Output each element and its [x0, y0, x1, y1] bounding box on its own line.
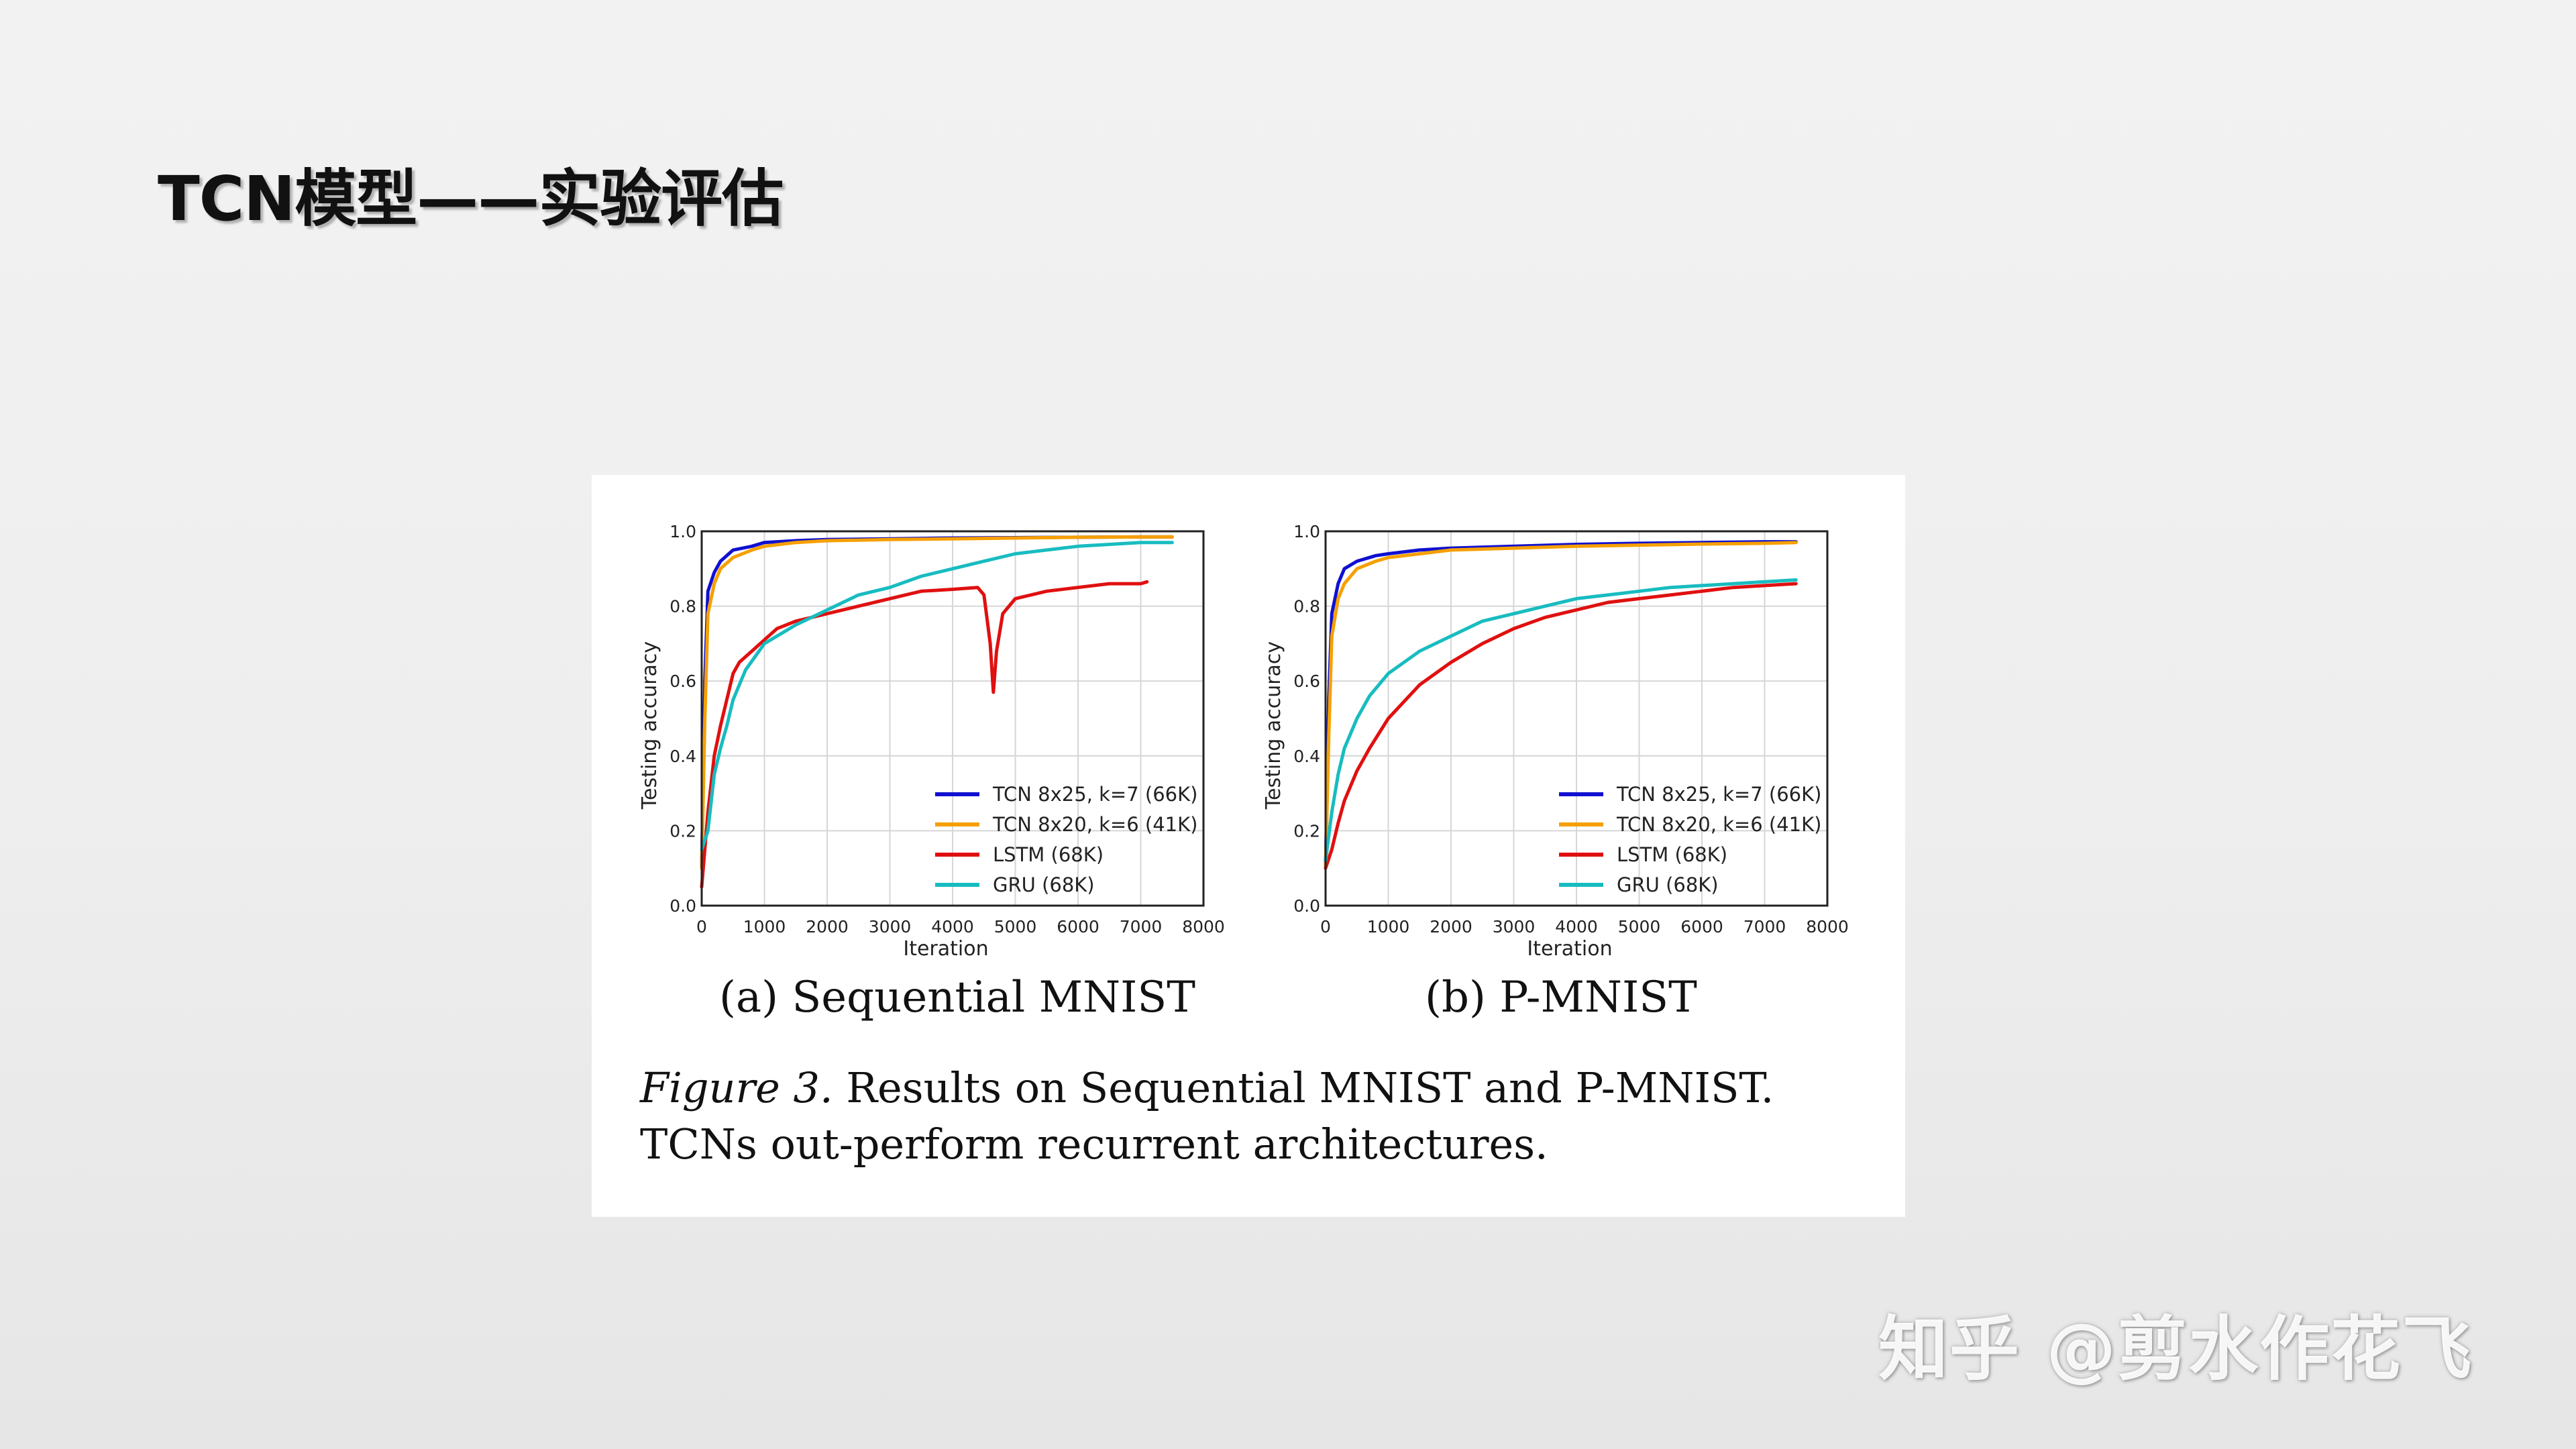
x-tick-label: 0 — [1320, 917, 1331, 936]
legend-label: TCN 8x25, k=7 (66K) — [1616, 783, 1821, 806]
figure-caption: Figure 3. Results on Sequential MNIST an… — [640, 1060, 1874, 1173]
legend-label: LSTM (68K) — [1617, 843, 1727, 866]
series-line — [700, 580, 1149, 889]
x-tick-label: 3000 — [1493, 917, 1536, 936]
y-tick-label: 0.6 — [669, 672, 696, 691]
chart-b-subtitle: (b) P-MNIST — [1425, 973, 1697, 1022]
plot-frame — [1324, 530, 1829, 907]
y-tick-label: 1.0 — [669, 522, 696, 541]
legend-label: TCN 8x20, k=6 (41K) — [992, 813, 1197, 836]
x-tick-label: 5000 — [1618, 917, 1661, 936]
x-tick-label: 2000 — [1430, 917, 1472, 936]
y-tick-label: 0.4 — [1293, 747, 1320, 766]
y-tick-label: 1.0 — [1293, 522, 1320, 541]
x-tick-label: 4000 — [931, 917, 974, 936]
y-tick-label: 0.0 — [1293, 896, 1320, 916]
y-tick-label: 0.2 — [669, 821, 696, 841]
x-tick-label: 7000 — [1120, 917, 1163, 936]
plot-frame — [700, 530, 1205, 907]
series-line — [1324, 578, 1798, 863]
series-line — [1324, 541, 1798, 870]
legend-label: GRU (68K) — [993, 873, 1095, 896]
y-tick-label: 0.6 — [1293, 672, 1320, 691]
slide-title: TCN模型——实验评估 — [158, 163, 784, 235]
y-tick-label: 0.4 — [669, 747, 696, 766]
figure-card — [592, 475, 1905, 1217]
series-line — [1324, 582, 1798, 870]
chart-b: 0 1000 2000 3000 4000 5000 6000 7000 8000 0.0 0.2 0… — [1262, 522, 1849, 961]
figure-caption-label: Figure 3. — [640, 1063, 833, 1112]
x-tick-label: 1000 — [1367, 917, 1410, 936]
legend-label: GRU (68K) — [1617, 873, 1719, 896]
x-axis-label: Iteration — [903, 937, 988, 961]
x-tick-label: 3000 — [869, 917, 912, 936]
series-line — [700, 541, 1174, 851]
x-tick-label: 4000 — [1555, 917, 1598, 936]
legend-label: TCN 8x25, k=7 (66K) — [992, 783, 1197, 806]
x-axis-label: Iteration — [1527, 937, 1612, 961]
y-tick-label: 0.0 — [669, 896, 696, 916]
x-tick-label: 0 — [696, 917, 707, 936]
watermark: 知乎 @剪水作花飞 — [1878, 1308, 2473, 1390]
y-tick-label: 0.2 — [1293, 821, 1320, 841]
y-axis-label: Testing accuracy — [1262, 641, 1285, 810]
y-axis-label: Testing accuracy — [638, 641, 661, 810]
x-tick-label: 5000 — [994, 917, 1037, 936]
y-tick-label: 0.8 — [1293, 597, 1320, 616]
chart-a-subtitle: (a) Sequential MNIST — [719, 973, 1195, 1022]
y-tick-label: 0.8 — [669, 597, 696, 616]
legend-label: TCN 8x20, k=6 (41K) — [1616, 813, 1821, 836]
series-line — [700, 535, 1174, 870]
x-tick-label: 8000 — [1806, 917, 1849, 936]
chart-a: 0 1000 2000 3000 4000 5000 6000 7000 8000 0.0 0.2 0… — [638, 522, 1225, 961]
figure-caption-text: Results on Sequential MNIST and P-MNIST.… — [640, 1063, 1774, 1169]
x-tick-label: 1000 — [743, 917, 786, 936]
legend-label: LSTM (68K) — [993, 843, 1104, 866]
x-tick-label: 6000 — [1057, 917, 1099, 936]
x-tick-label: 8000 — [1182, 917, 1225, 936]
x-tick-label: 2000 — [806, 917, 849, 936]
x-tick-label: 6000 — [1680, 917, 1723, 936]
x-tick-label: 7000 — [1743, 917, 1786, 936]
